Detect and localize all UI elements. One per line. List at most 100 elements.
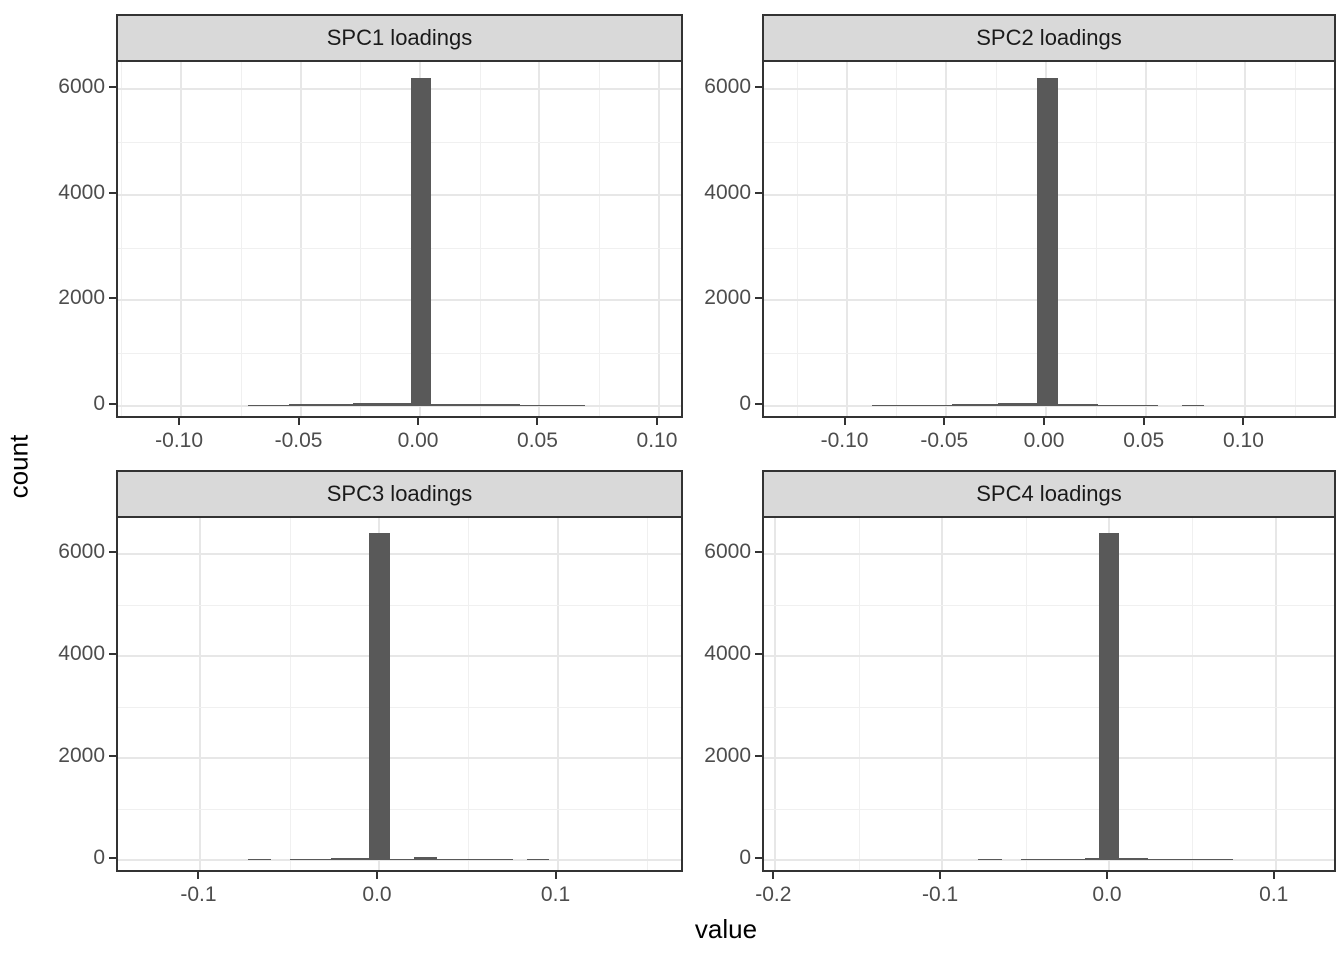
x-tick-mark <box>772 872 775 879</box>
histogram-bar <box>288 404 354 406</box>
histogram-bar <box>436 859 513 860</box>
histogram-bar <box>353 402 411 406</box>
y-tick-mark <box>109 652 116 655</box>
gridline-x-minor <box>121 62 123 416</box>
y-tick-label: 4000 <box>704 641 751 665</box>
gridline-x-major <box>657 62 660 416</box>
x-tick-mark <box>843 418 846 425</box>
x-tick-label: -0.2 <box>755 883 792 906</box>
histogram-bar <box>872 404 953 406</box>
y-tick-mark <box>755 86 762 89</box>
y-tick-mark <box>109 754 116 757</box>
gridline-x-major <box>556 518 559 870</box>
gridline-y-major <box>118 858 681 861</box>
histogram-bar <box>369 533 391 860</box>
gridline-y-minor <box>118 247 681 249</box>
histogram-bar <box>1118 858 1148 860</box>
x-tick-mark <box>417 418 420 425</box>
x-tick-label: -0.10 <box>155 429 204 452</box>
histogram-bar <box>952 403 999 406</box>
y-tick-mark <box>109 856 116 859</box>
y-tick-mark <box>755 402 762 405</box>
x-tick-label: -0.1 <box>180 883 217 906</box>
facet-strip: SPC2 loadings <box>762 14 1336 60</box>
gridline-y-minor <box>764 808 1334 810</box>
gridline-x-major <box>1144 62 1147 416</box>
gridline-x-minor <box>479 62 481 416</box>
panel-area <box>764 62 1334 416</box>
x-tick-label: 0.05 <box>1123 429 1165 452</box>
y-tick-mark <box>109 86 116 89</box>
x-tick-mark <box>943 418 946 425</box>
y-tick-label: 4000 <box>58 180 105 204</box>
facet-strip: SPC3 loadings <box>116 470 683 516</box>
gridline-y-major <box>764 404 1334 407</box>
y-tick-mark <box>755 297 762 300</box>
y-tick-mark <box>109 297 116 300</box>
x-tick-mark <box>1105 872 1108 879</box>
x-tick-mark <box>1043 418 1045 425</box>
gridline-x-major <box>199 518 202 870</box>
x-tick-label: 0.0 <box>1092 883 1122 906</box>
gridline-y-major <box>764 756 1334 759</box>
histogram-bar <box>1057 403 1098 406</box>
y-tick-label: 6000 <box>704 75 751 99</box>
x-tick-mark <box>939 872 942 879</box>
gridline-y-minor <box>118 352 681 354</box>
y-tick-label: 6000 <box>58 75 105 99</box>
gridline-x-minor <box>996 62 998 416</box>
x-tick-label: 0.05 <box>517 429 558 452</box>
histogram-bar <box>247 859 271 860</box>
x-axis-title: value <box>694 914 758 944</box>
gridline-y-minor <box>118 706 681 708</box>
x-tick-mark <box>376 872 378 879</box>
histogram-bar <box>410 77 431 406</box>
y-tick-mark <box>755 550 762 553</box>
plot-panel <box>762 516 1336 872</box>
gridline-x-minor <box>646 518 648 870</box>
gridline-x-major <box>1244 62 1247 416</box>
histogram-bar <box>413 857 437 860</box>
y-tick-label: 2000 <box>704 743 751 767</box>
gridline-x-minor <box>858 518 860 870</box>
gridline-x-major <box>941 518 944 870</box>
histogram-bar <box>1037 77 1058 406</box>
plot-panel <box>762 60 1336 418</box>
gridline-y-minor <box>764 706 1334 708</box>
histogram-bar <box>527 859 549 860</box>
x-tick-mark <box>1242 418 1245 425</box>
x-tick-label: -0.10 <box>820 429 869 452</box>
y-tick-mark <box>109 550 116 553</box>
y-tick-label: 4000 <box>704 180 751 204</box>
gridline-x-minor <box>1025 518 1027 870</box>
gridline-y-major <box>118 193 681 196</box>
histogram-bar <box>1098 532 1119 860</box>
gridline-x-minor <box>1095 62 1097 416</box>
histogram-bar <box>431 403 521 406</box>
histogram-bar <box>289 859 331 860</box>
x-tick-label: -0.05 <box>920 429 969 452</box>
gridline-y-major <box>118 654 681 657</box>
x-tick-mark <box>536 418 539 425</box>
histogram-bar <box>520 404 585 406</box>
x-tick-label: -0.05 <box>274 429 323 452</box>
gridline-x-minor <box>240 62 242 416</box>
gridline-y-major <box>118 756 681 759</box>
x-tick-label: 0.00 <box>1023 429 1065 452</box>
y-tick-label: 2000 <box>704 286 751 310</box>
gridline-y-major <box>118 404 681 407</box>
y-axis-title: count <box>3 434 34 499</box>
y-tick-mark <box>755 191 762 194</box>
y-tick-label: 2000 <box>58 743 105 767</box>
panel-area <box>118 518 681 870</box>
panel-area <box>764 518 1334 870</box>
x-tick-label: 0.10 <box>1223 429 1264 452</box>
gridline-x-major <box>180 62 183 416</box>
gridline-x-major <box>774 518 777 870</box>
gridline-y-minor <box>764 604 1334 606</box>
gridline-x-minor <box>289 518 291 870</box>
histogram-bar <box>390 859 414 860</box>
y-tick-label: 0 <box>739 845 751 869</box>
histogram-bar <box>330 858 369 860</box>
